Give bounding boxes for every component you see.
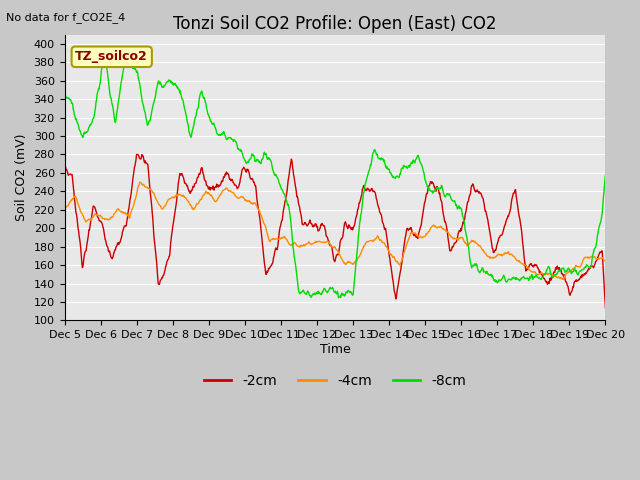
Y-axis label: Soil CO2 (mV): Soil CO2 (mV) <box>15 134 28 221</box>
Text: No data for f_CO2E_4: No data for f_CO2E_4 <box>6 12 125 23</box>
X-axis label: Time: Time <box>319 343 350 356</box>
Legend: -2cm, -4cm, -8cm: -2cm, -4cm, -8cm <box>198 369 472 394</box>
Title: Tonzi Soil CO2 Profile: Open (East) CO2: Tonzi Soil CO2 Profile: Open (East) CO2 <box>173 15 497 33</box>
Text: TZ_soilco2: TZ_soilco2 <box>76 50 148 63</box>
